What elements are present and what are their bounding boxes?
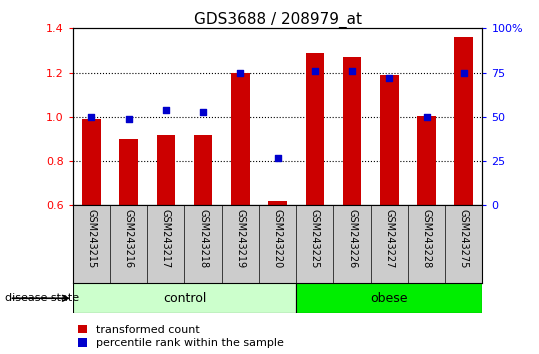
Point: [236, 70, 245, 75]
Title: GDS3688 / 208979_at: GDS3688 / 208979_at: [194, 12, 362, 28]
Point: [310, 68, 319, 74]
Point: [459, 70, 468, 75]
Point: [348, 68, 356, 74]
Bar: [296, 283, 482, 313]
Legend: transformed count, percentile rank within the sample: transformed count, percentile rank withi…: [78, 325, 284, 348]
Text: GSM243275: GSM243275: [459, 209, 469, 269]
Point: [273, 156, 282, 161]
Text: obese: obese: [370, 292, 408, 305]
Bar: [306, 53, 324, 205]
Point: [87, 114, 96, 120]
Bar: [380, 75, 399, 205]
Text: GSM243226: GSM243226: [347, 209, 357, 268]
Bar: [268, 201, 287, 205]
Bar: [73, 283, 296, 313]
Text: GSM243220: GSM243220: [273, 209, 282, 268]
Text: GSM243217: GSM243217: [161, 209, 171, 268]
Bar: [82, 119, 101, 205]
Text: control: control: [163, 292, 206, 305]
Bar: [417, 116, 436, 205]
Text: disease state: disease state: [5, 293, 80, 303]
Bar: [454, 37, 473, 205]
Text: GSM243216: GSM243216: [123, 209, 134, 268]
Text: GSM243219: GSM243219: [236, 209, 245, 268]
Bar: [156, 135, 175, 205]
Point: [125, 116, 133, 121]
Text: GSM243225: GSM243225: [310, 209, 320, 269]
Text: GSM243227: GSM243227: [384, 209, 395, 269]
Bar: [343, 57, 361, 205]
Bar: [119, 139, 138, 205]
Point: [199, 109, 208, 114]
Bar: [231, 73, 250, 205]
Point: [422, 114, 431, 120]
Point: [162, 107, 170, 113]
Text: GSM243218: GSM243218: [198, 209, 208, 268]
Text: GSM243228: GSM243228: [421, 209, 432, 268]
Point: [385, 75, 393, 81]
Text: GSM243215: GSM243215: [86, 209, 96, 268]
Bar: [194, 135, 212, 205]
